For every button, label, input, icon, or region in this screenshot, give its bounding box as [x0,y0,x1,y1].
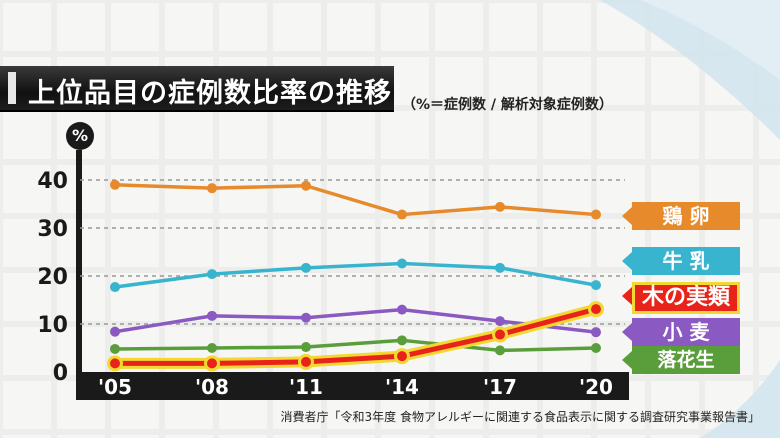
series-line [115,306,597,366]
data-point [301,180,311,191]
source-note: 消費者庁「令和3年度 食物アレルギーに関連する食品表示に関する調査研究事業報告書… [280,410,760,424]
data-point [591,304,601,315]
series-line [114,261,597,289]
y-tick-label: 40 [37,169,68,194]
data-point [591,343,601,353]
y-tick-label: 0 [53,361,68,386]
data-point [591,209,601,220]
label-pointer [622,323,632,341]
x-tick-label: '08 [195,375,229,399]
x-tick-label: '11 [289,375,323,399]
data-point [301,342,311,353]
data-point [495,345,505,356]
data-point [207,269,217,280]
x-tick-label: '14 [385,375,419,399]
data-point [591,280,601,291]
y-tick-label: 30 [37,217,68,242]
data-point [495,201,505,212]
data-point [495,329,505,340]
series-label: 落花生 [632,346,740,374]
label-pointer [622,252,632,270]
series-line [114,338,597,353]
data-point [397,258,407,269]
x-tick-label: '20 [579,375,613,399]
label-pointer [622,207,632,225]
data-point [207,310,217,321]
x-axis-band [76,372,629,400]
label-pointer [622,351,632,369]
series-outline [109,303,602,369]
data-point [397,304,407,315]
data-point [110,343,120,354]
y-axis-line [76,150,82,372]
data-point [591,327,601,338]
data-point [397,335,407,346]
data-point [301,356,311,367]
series-label: 小 麦 [632,318,740,346]
chart-title: 上位品目の症例数比率の推移 [28,78,392,109]
data-point [110,179,120,190]
title-bar: 上位品目の症例数比率の推移 [0,66,394,110]
data-point [207,183,217,194]
data-point [207,343,217,353]
y-tick-label: 20 [37,265,68,290]
y-tick-label: 10 [37,313,68,338]
series-label: 牛 乳 [632,247,740,275]
data-point [110,282,120,293]
data-point [110,326,120,337]
series-label: 鶏 卵 [632,202,740,230]
label-pointer [622,287,632,305]
series-label: 木の実類 [632,282,740,314]
data-point [397,351,407,362]
series-line [114,307,597,334]
x-tick-label: '05 [98,375,132,399]
data-point [495,316,505,327]
data-point [110,358,120,369]
data-point [495,262,505,273]
data-point [301,312,311,323]
data-point [301,262,311,273]
data-point [397,209,407,220]
chart-subtitle: （%＝症例数 / 解析対象症例数） [402,97,613,113]
x-tick-label: '17 [483,375,517,399]
y-axis-unit-label: % [66,122,94,150]
data-point [207,358,217,369]
series-line [114,183,597,217]
